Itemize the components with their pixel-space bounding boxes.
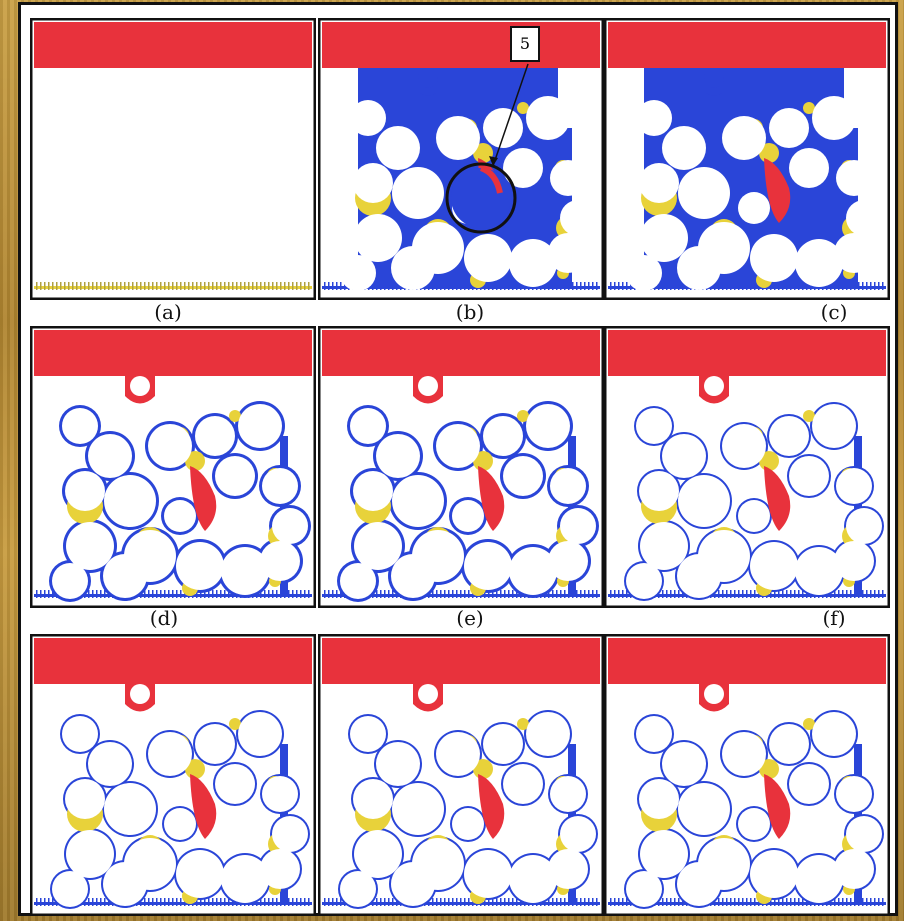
panel-g (30, 634, 316, 916)
reservoir-band (322, 638, 600, 684)
caption-e: (e) (456, 606, 484, 630)
highlight-red (479, 165, 503, 194)
callout-label: 5 (510, 26, 540, 62)
caption-a: (a) (154, 300, 182, 324)
panel-d (30, 326, 316, 608)
reservoir-band (608, 638, 886, 684)
panel-e (318, 326, 604, 608)
highlight-fill (451, 168, 511, 228)
particles (52, 684, 308, 907)
particles (626, 684, 882, 907)
panel-h (318, 634, 604, 916)
particles (340, 68, 596, 291)
reservoir-band (608, 330, 886, 376)
panel-i (604, 634, 890, 916)
panel-c (604, 18, 890, 300)
particles (626, 376, 882, 599)
callout-arrow (492, 63, 529, 167)
reservoir-band (608, 22, 886, 68)
panel-a (30, 18, 316, 300)
reservoir-band (322, 22, 600, 68)
caption-c: (c) (820, 300, 848, 324)
particles (626, 68, 882, 291)
particles (340, 684, 596, 907)
particles (340, 376, 596, 599)
caption-b: (b) (455, 300, 485, 324)
caption-f: (f) (822, 606, 846, 630)
bottom-baseline (34, 282, 312, 290)
reservoir-band (34, 330, 312, 376)
panel-f (604, 326, 890, 608)
reservoir-band (34, 638, 312, 684)
callout-arrowhead (489, 156, 498, 166)
reservoir-band (322, 330, 600, 376)
highlight-ring (445, 162, 517, 234)
reservoir-band (34, 22, 312, 68)
particles (52, 376, 308, 599)
panel-b (318, 18, 604, 300)
caption-d: (d) (149, 606, 179, 630)
